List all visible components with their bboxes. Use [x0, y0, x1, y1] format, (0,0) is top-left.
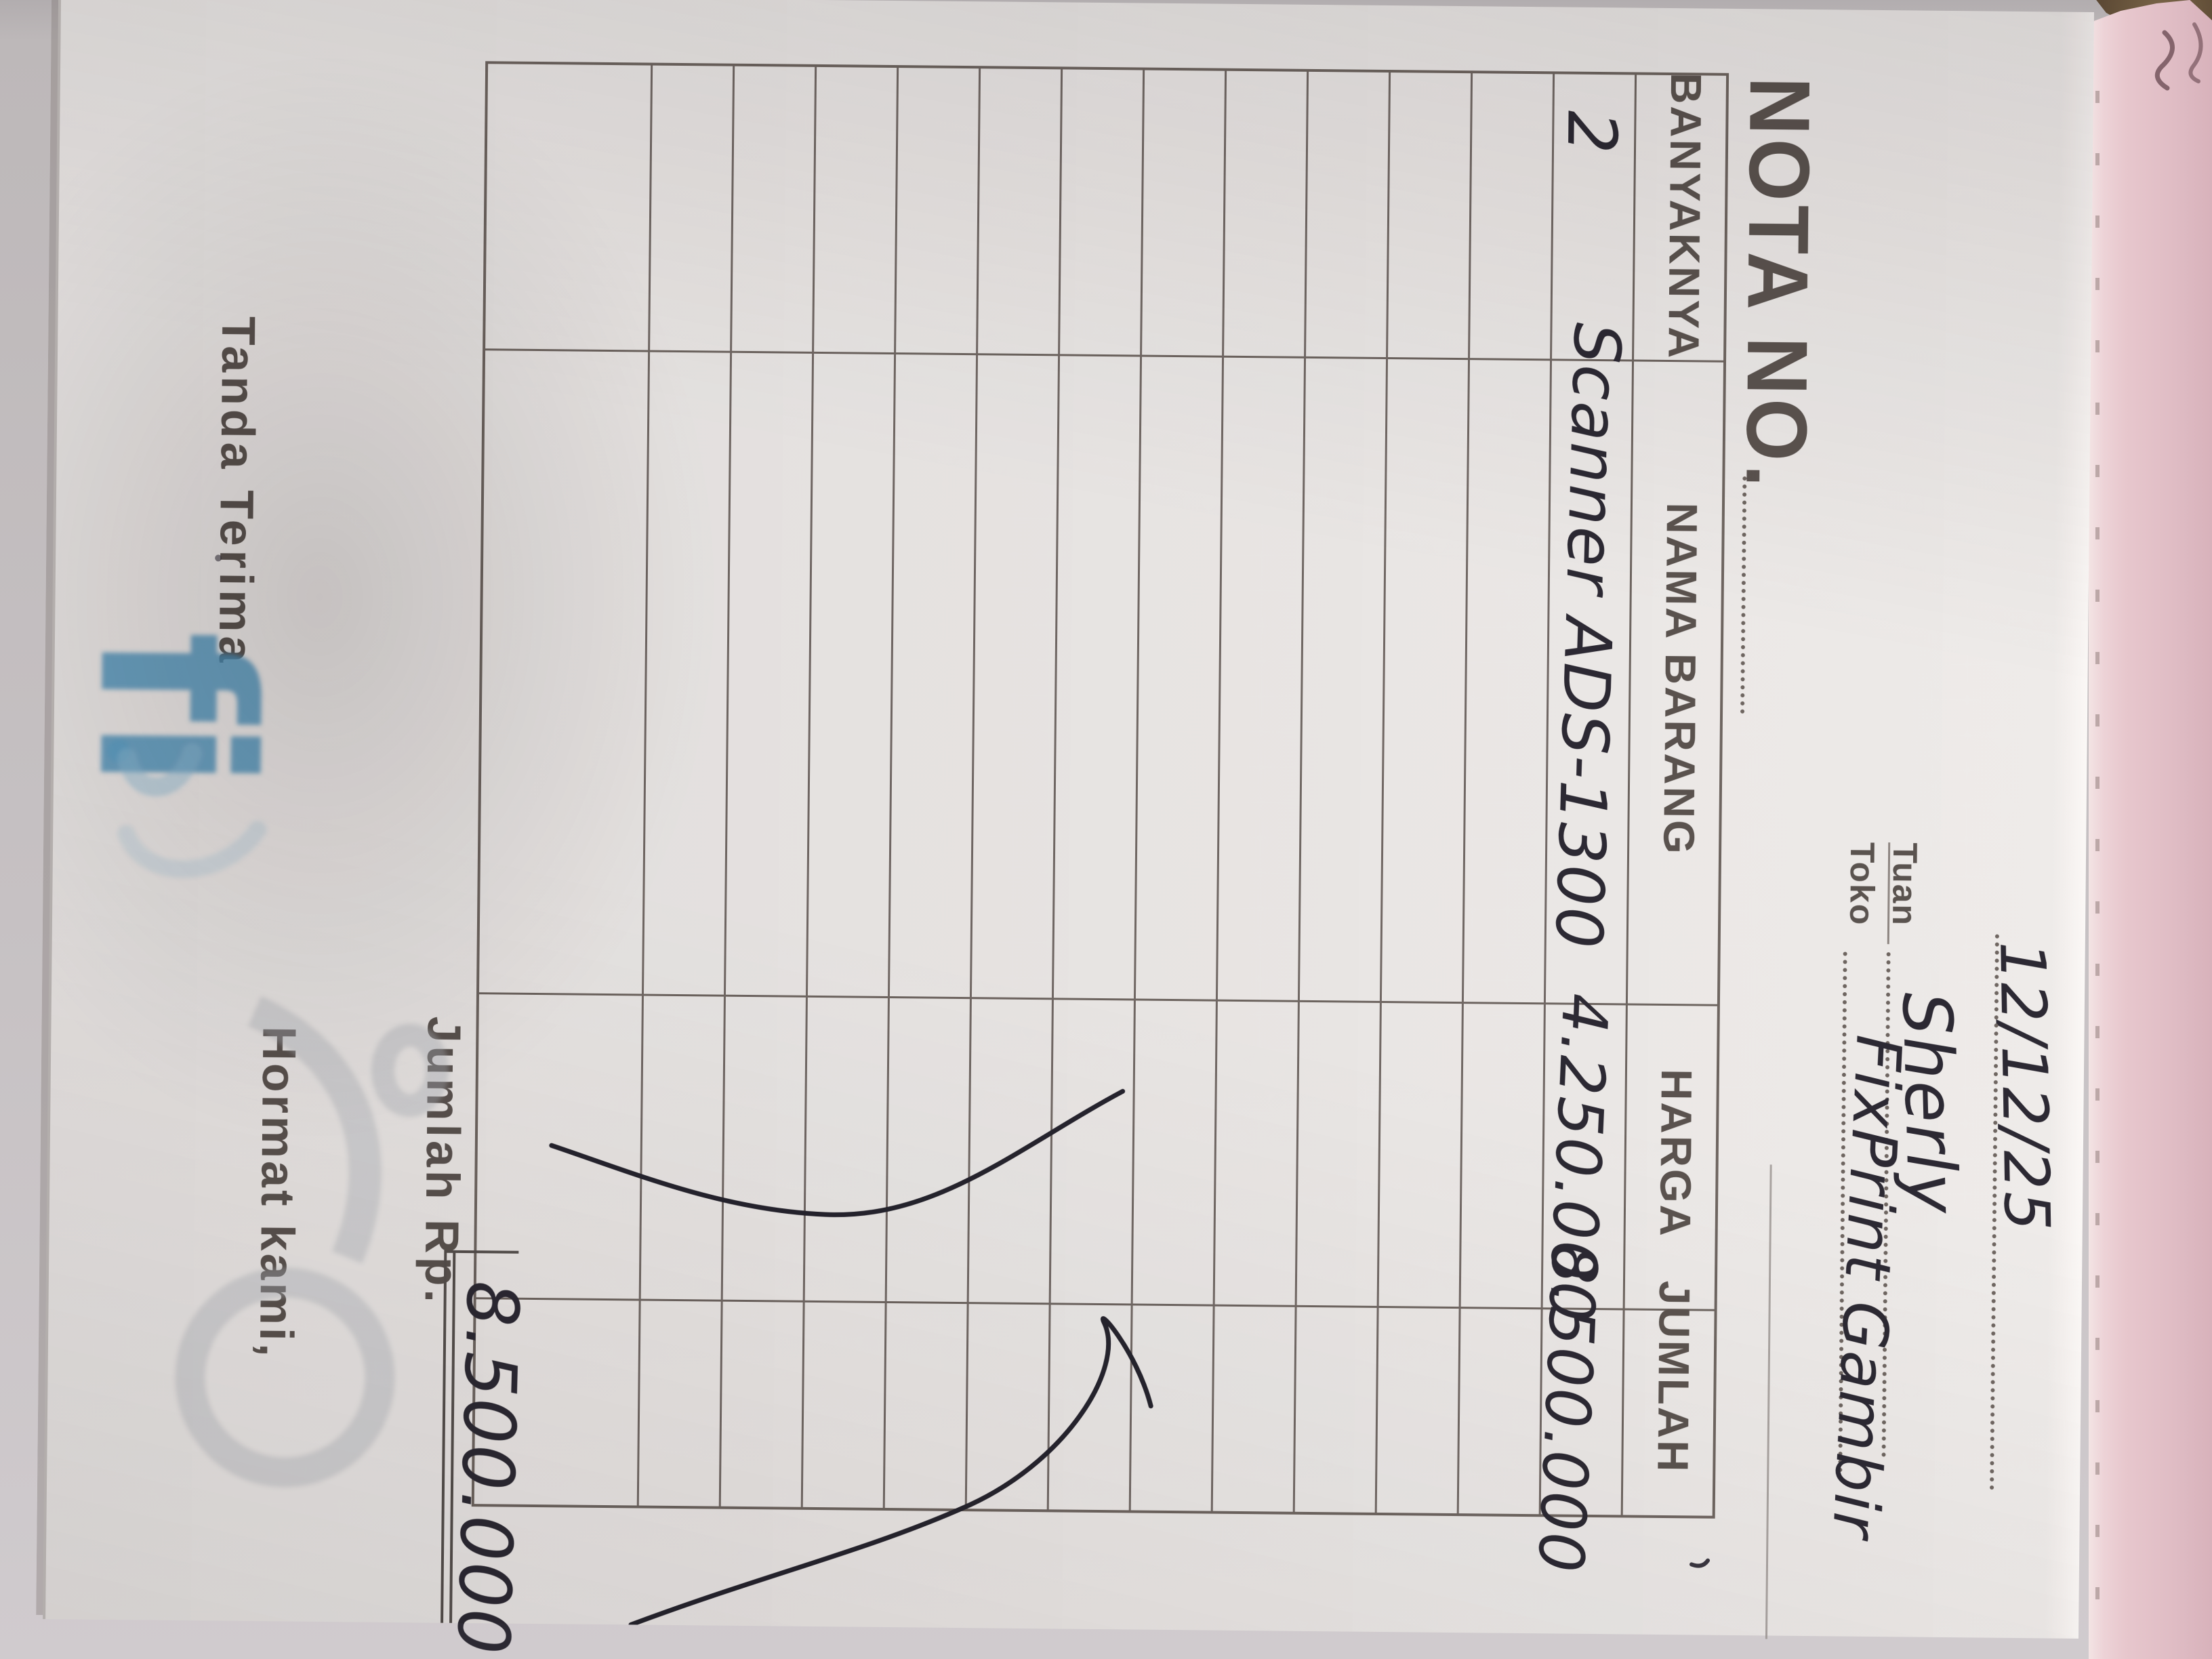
stray-ink-mark — [1689, 1558, 1711, 1568]
signature — [549, 1088, 1153, 1627]
binding-perforation — [2095, 41, 2100, 1599]
pink-copy-sheet — [2089, 0, 2212, 1659]
pink-page-scribble — [2154, 22, 2203, 91]
nota-page: 12/12/25 Tuan Toko Sherly FixPrint Gambi… — [43, 0, 2095, 1656]
stamp-text: fi — [51, 630, 297, 787]
ink-ghost — [175, 996, 449, 1488]
stray-ink-dot — [215, 554, 222, 562]
ink-layer: fi — [51, 554, 1711, 1627]
stamp-fix-logo: fi — [51, 630, 297, 878]
